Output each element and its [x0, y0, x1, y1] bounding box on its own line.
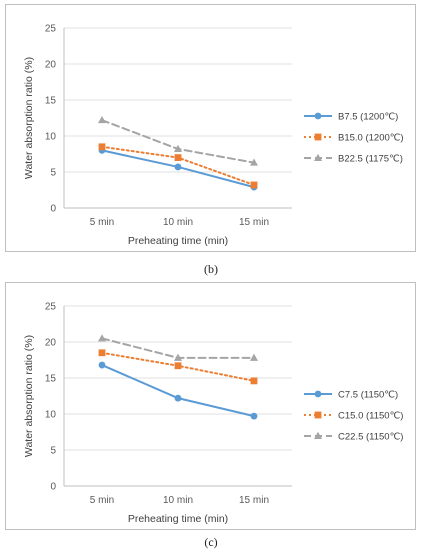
x-tick-label: 5 min: [90, 217, 114, 228]
data-point: [174, 144, 182, 152]
y-tick-label: 0: [50, 204, 56, 215]
y-tick-label: 10: [45, 410, 57, 421]
series-line: [101, 364, 255, 418]
legend-label: C7.5 (1150℃): [338, 390, 398, 401]
line-chart-c: 0 5 10 15 20 25 5 min 10 min 15 min Preheating ti…: [23, 302, 403, 526]
y-tick-label: 15: [45, 96, 57, 107]
x-tick-label: 10 min: [163, 217, 193, 228]
legend-label: B7.5 (1200℃): [338, 112, 398, 123]
legend: C7.5 (1150℃) C15.0 (1150℃) C22.5 (1150℃): [304, 390, 403, 443]
x-tick-label: 5 min: [90, 495, 114, 506]
y-tick-label: 25: [45, 302, 57, 313]
legend-marker: [314, 133, 322, 141]
data-point: [174, 154, 182, 161]
y-tick-label: 10: [45, 132, 57, 143]
y-tick-label: 0: [50, 482, 56, 493]
data-point: [250, 377, 258, 385]
y-axis-label: Water absorption ratio (%): [23, 57, 35, 179]
legend-marker: [314, 411, 322, 419]
chart-panel-c: 0 5 10 15 20 25 5 min 10 min 15 min Preheating ti…: [5, 282, 416, 530]
data-point: [250, 158, 258, 166]
data-point: [98, 143, 106, 151]
legend-label: C15.0 (1150℃): [338, 411, 403, 422]
legend-label: B15.0 (1200℃): [338, 133, 404, 144]
data-point: [250, 353, 258, 361]
y-tick-label: 20: [45, 338, 57, 349]
series-3: [98, 334, 258, 361]
y-axis-label: Water absorption ratio (%): [23, 335, 35, 457]
data-point: [174, 394, 182, 402]
legend-label: B22.5 (1175℃): [338, 154, 403, 165]
line-chart-b: 0 5 10 15 20 25 5 min 10 min 15 min Preheating ti…: [23, 24, 404, 248]
figure-caption-c: (c): [204, 535, 218, 549]
y-tick-label: 5: [50, 446, 56, 457]
y-tick-label: 25: [45, 24, 57, 35]
chart-panel-b: 0 5 10 15 20 25 5 min 10 min 15 min Preheating ti…: [5, 4, 416, 252]
data-point: [250, 181, 258, 189]
data-point: [98, 349, 106, 357]
legend-marker: [314, 390, 322, 398]
series-3: [98, 115, 258, 166]
y-tick-label: 15: [45, 374, 57, 385]
x-tick-label: 10 min: [163, 495, 193, 506]
data-point: [98, 334, 106, 342]
series-2: [98, 349, 258, 385]
figure-caption-b: (b): [204, 262, 218, 276]
series-1: [98, 361, 258, 420]
data-point: [174, 163, 182, 171]
x-tick-label: 15 min: [239, 217, 269, 228]
series-1: [98, 147, 258, 191]
x-tick-label: 15 min: [239, 495, 269, 506]
data-point: [174, 362, 182, 370]
legend-label: C22.5 (1150℃): [338, 432, 403, 443]
data-point: [250, 412, 258, 420]
legend: B7.5 (1200℃) B15.0 (1200℃) B22.5 (1175℃): [304, 112, 404, 165]
x-axis-label: Preheating time (min): [128, 235, 228, 247]
data-point: [98, 115, 106, 124]
legend-marker: [314, 112, 322, 120]
y-tick-label: 20: [45, 60, 57, 71]
series-2: [98, 143, 258, 189]
y-tick-label: 5: [50, 168, 56, 179]
x-axis-label: Preheating time (min): [128, 513, 228, 525]
data-point: [98, 361, 106, 369]
legend-marker: [314, 431, 322, 439]
legend-marker: [314, 153, 322, 161]
data-point: [174, 353, 182, 361]
